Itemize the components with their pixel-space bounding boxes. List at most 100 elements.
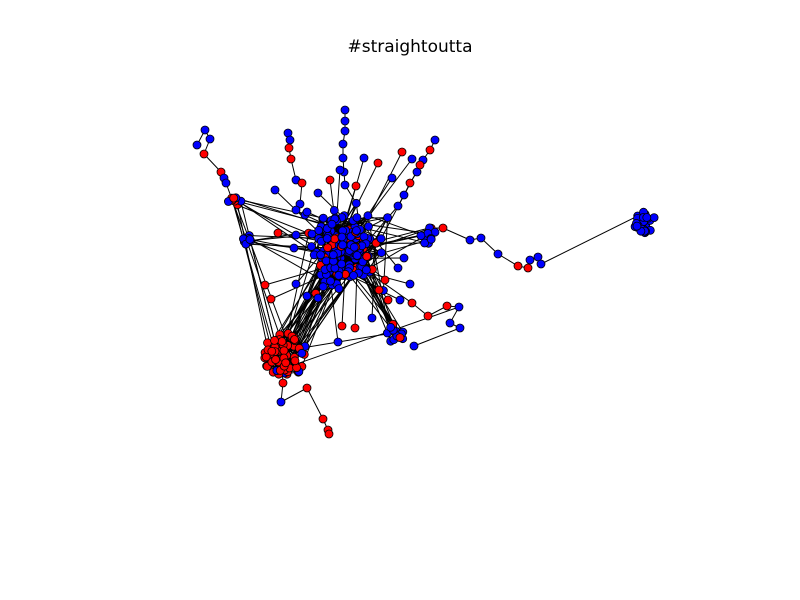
network-node-blue xyxy=(335,165,345,175)
network-node-blue xyxy=(363,211,373,221)
network-edge xyxy=(359,235,422,250)
network-edge xyxy=(322,218,429,244)
network-node-red xyxy=(407,298,417,308)
network-node-red xyxy=(273,228,283,238)
network-node-blue xyxy=(337,232,347,242)
network-node-blue xyxy=(455,323,465,333)
network-node-blue xyxy=(285,135,295,145)
network-node-red xyxy=(330,234,340,244)
network-node-red xyxy=(383,295,393,305)
network-node-blue xyxy=(386,322,396,332)
network-node-blue xyxy=(322,234,332,243)
network-node-blue xyxy=(200,125,210,135)
network-node-red xyxy=(374,285,384,295)
network-node-blue xyxy=(337,259,347,269)
network-node-red xyxy=(281,358,291,368)
network-node-blue xyxy=(383,213,393,223)
network-node-red xyxy=(290,356,300,366)
network-node-red xyxy=(397,147,407,157)
network-node-blue xyxy=(376,234,386,244)
network-node-red xyxy=(290,335,299,344)
network-node-blue xyxy=(399,190,409,200)
network-node-blue xyxy=(426,234,436,244)
network-node-blue xyxy=(313,188,323,198)
network-node-red xyxy=(438,223,448,233)
network-node-red xyxy=(350,323,360,333)
network-node-blue xyxy=(289,243,299,253)
network-node-red xyxy=(302,383,312,393)
network-node-red xyxy=(297,178,307,188)
network-node-blue xyxy=(349,271,358,280)
network-edge xyxy=(540,215,638,265)
network-node-blue xyxy=(399,253,409,263)
network-node-blue xyxy=(307,229,317,239)
network-edge xyxy=(380,164,421,239)
network-node-blue xyxy=(333,337,343,347)
network-node-red xyxy=(229,193,239,203)
network-edge xyxy=(371,242,377,319)
network-node-red xyxy=(267,346,277,356)
network-node-red xyxy=(362,251,372,261)
network-node-blue xyxy=(297,348,307,358)
network-node-blue xyxy=(649,213,659,223)
network-node-blue xyxy=(416,231,426,241)
network-node-red xyxy=(270,335,279,345)
network-node-blue xyxy=(270,185,280,195)
network-node-blue xyxy=(405,279,415,289)
network-node-blue xyxy=(352,250,362,260)
network-node-blue xyxy=(338,240,348,250)
network-node-blue xyxy=(340,116,350,126)
network-node-blue xyxy=(476,233,486,243)
network-edge xyxy=(280,387,308,403)
network-node-red xyxy=(395,333,405,343)
network-node-blue xyxy=(409,341,419,351)
network-node-blue xyxy=(361,265,371,275)
network-node-red xyxy=(380,275,390,285)
network-node-blue xyxy=(302,207,312,217)
network-node-blue xyxy=(318,282,328,292)
network-node-blue xyxy=(536,259,546,269)
network-node-red xyxy=(325,175,335,185)
network-node-red xyxy=(415,160,425,170)
network-node-blue xyxy=(338,153,348,163)
network-node-blue xyxy=(359,153,369,163)
network-node-blue xyxy=(314,225,324,235)
network-node-blue xyxy=(367,313,377,323)
network-node-blue xyxy=(291,279,301,289)
network-node-blue xyxy=(338,139,348,149)
network-node-red xyxy=(337,321,347,331)
network-node-blue xyxy=(302,291,312,301)
network-node-red xyxy=(266,294,276,304)
network-node-blue xyxy=(221,178,231,188)
network-edge xyxy=(306,387,324,420)
network-node-blue xyxy=(632,221,642,231)
network-node-red xyxy=(323,243,333,253)
network-node-blue xyxy=(454,302,464,312)
network-node-blue xyxy=(245,235,255,244)
network-node-blue xyxy=(340,126,350,136)
network-node-blue xyxy=(205,134,215,144)
network-node-blue xyxy=(328,250,338,260)
network-edge xyxy=(442,227,471,241)
network-edge xyxy=(366,235,426,271)
network-node-blue xyxy=(340,105,350,115)
network-node-blue xyxy=(525,255,535,265)
network-node-blue xyxy=(327,219,337,229)
network-node-blue xyxy=(316,250,326,260)
network-node-blue xyxy=(329,205,339,215)
network-node-blue xyxy=(352,213,362,223)
network-node-blue xyxy=(445,318,455,328)
network-node-red xyxy=(279,346,289,356)
network-node-blue xyxy=(276,397,286,407)
network-node-red xyxy=(318,414,328,424)
network-node-blue xyxy=(493,249,503,259)
network-node-blue xyxy=(334,284,344,294)
network-node-blue xyxy=(326,276,335,286)
network-node-red xyxy=(405,178,415,188)
network-node-blue xyxy=(393,201,403,211)
network-node-blue xyxy=(349,242,359,252)
network-node-blue xyxy=(642,213,652,222)
network-node-blue xyxy=(334,270,344,280)
node-layer xyxy=(192,105,659,439)
network-node-blue xyxy=(465,235,475,245)
